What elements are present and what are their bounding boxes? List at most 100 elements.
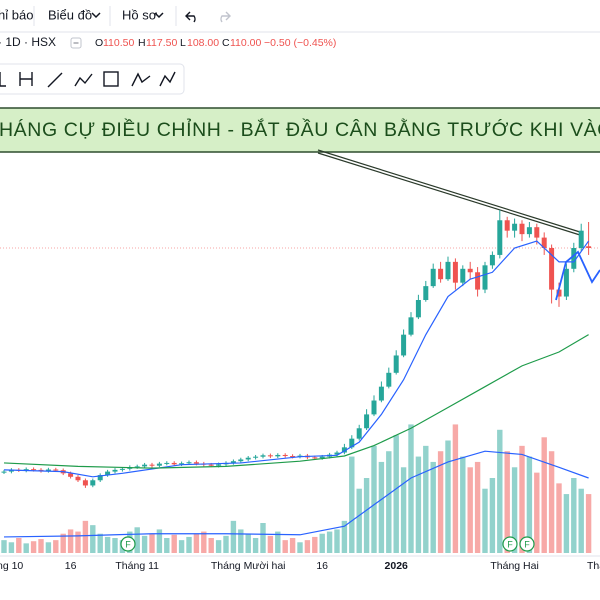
candle-body — [482, 265, 488, 290]
candle-body — [75, 476, 81, 481]
volume-bar — [534, 472, 540, 553]
candle-body — [371, 400, 377, 415]
candle-body — [1, 471, 7, 473]
candle-body — [186, 462, 192, 464]
redo-button[interactable] — [220, 11, 231, 23]
banner — [0, 107, 600, 153]
toolbar-chart[interactable]: Biểu đồ — [48, 7, 92, 22]
candle-body — [90, 480, 96, 486]
x-tick-label: Tháng Mười hai — [211, 560, 286, 572]
volume-bar — [75, 531, 81, 553]
drawing-toolbar — [0, 63, 185, 95]
candle-body — [578, 230, 584, 248]
dropdown-arrow — [154, 12, 164, 19]
volume-bar — [164, 538, 170, 553]
volume-bar — [45, 542, 52, 553]
volume-bar — [1, 540, 7, 553]
tool-line[interactable] — [0, 72, 6, 87]
candle-body — [156, 463, 162, 466]
event-marker — [519, 536, 535, 552]
low-label: L — [180, 37, 186, 49]
candle-body — [238, 459, 244, 462]
volume-bar — [297, 542, 303, 553]
candle-body — [230, 461, 236, 463]
volume-bar — [275, 531, 281, 553]
volume-bar — [511, 467, 518, 553]
volume-bar — [16, 538, 22, 553]
candle-body — [23, 469, 29, 471]
volume-bar — [260, 523, 266, 553]
trend-annotation — [317, 152, 581, 236]
candle-body — [512, 223, 518, 231]
tool-wave[interactable] — [159, 71, 176, 87]
volume-bar — [386, 451, 392, 553]
candle-body — [97, 475, 103, 481]
candle-body — [386, 372, 392, 387]
tool-path[interactable] — [74, 73, 93, 87]
volume-bar — [30, 541, 37, 553]
candle-body — [68, 473, 74, 477]
candle-body — [541, 237, 547, 248]
candle-body — [519, 223, 525, 235]
candle-body — [475, 272, 481, 290]
volume-bar — [171, 534, 177, 553]
banner-text: HÁNG CỰ ĐIỀU CHỈNH - BẮT ĐẦU CÂN BẰNG TR… — [0, 117, 600, 141]
candle-body — [164, 462, 170, 464]
volume-bar — [423, 445, 429, 553]
x-tick-label: Thá — [587, 560, 600, 572]
volume-bar — [230, 520, 237, 553]
candle-body — [556, 289, 562, 297]
close-label: C — [222, 37, 230, 49]
volume-bar — [571, 478, 577, 553]
candle-body — [489, 254, 495, 266]
change-value: −0.50 (−0.45%) — [264, 37, 336, 49]
volume-bar — [460, 456, 466, 553]
volume-bar — [437, 451, 444, 553]
volume-bar — [312, 536, 318, 553]
volume-bar — [497, 429, 503, 553]
volume-bar — [90, 525, 96, 553]
dropdown-arrow — [91, 12, 101, 19]
volume-bar — [319, 533, 325, 553]
volume-bar — [208, 538, 214, 553]
undo-button[interactable] — [185, 11, 196, 23]
candle-body — [112, 469, 118, 472]
volume-bar — [67, 529, 74, 553]
low-value: 108.00 — [187, 37, 219, 49]
ohlc: O 110.50 H 117.50 L 108.00 C 110.00 −0.5… — [95, 37, 336, 49]
candle-body — [430, 268, 436, 287]
candle-body — [526, 227, 532, 235]
tool-rect[interactable] — [103, 71, 119, 87]
candle-body — [497, 220, 503, 255]
trend-annotation — [317, 149, 581, 233]
wave-annotation — [555, 250, 600, 301]
candle-body — [142, 464, 148, 467]
volume-bar — [371, 445, 377, 553]
candle-body — [423, 286, 429, 300]
high-label: H — [138, 37, 146, 49]
volume-bar — [193, 533, 200, 553]
tool-range[interactable] — [19, 72, 33, 86]
volume-bar — [349, 456, 355, 553]
toolbar-indicators[interactable]: hỉ báo — [0, 7, 33, 22]
volume-bar — [393, 435, 399, 553]
moving-average — [3, 450, 589, 538]
open-label: O — [95, 37, 103, 49]
x-tick-label: 2026 — [385, 560, 409, 572]
volume-bar — [267, 535, 274, 553]
toolbar-profile[interactable]: Hồ sơ — [122, 7, 158, 22]
volume-bar — [23, 543, 29, 553]
event-marker-label: F — [507, 539, 513, 549]
tool-pattern[interactable] — [131, 72, 151, 87]
volume-bar — [556, 483, 562, 553]
volume-bar — [141, 535, 148, 553]
volume-bar — [326, 531, 333, 553]
volume-bar — [252, 538, 259, 553]
tool-trend[interactable] — [47, 72, 63, 88]
event-marker-label: F — [524, 539, 530, 549]
candle-body — [105, 471, 111, 476]
event-marker — [502, 536, 518, 552]
volume-bar — [289, 538, 296, 553]
